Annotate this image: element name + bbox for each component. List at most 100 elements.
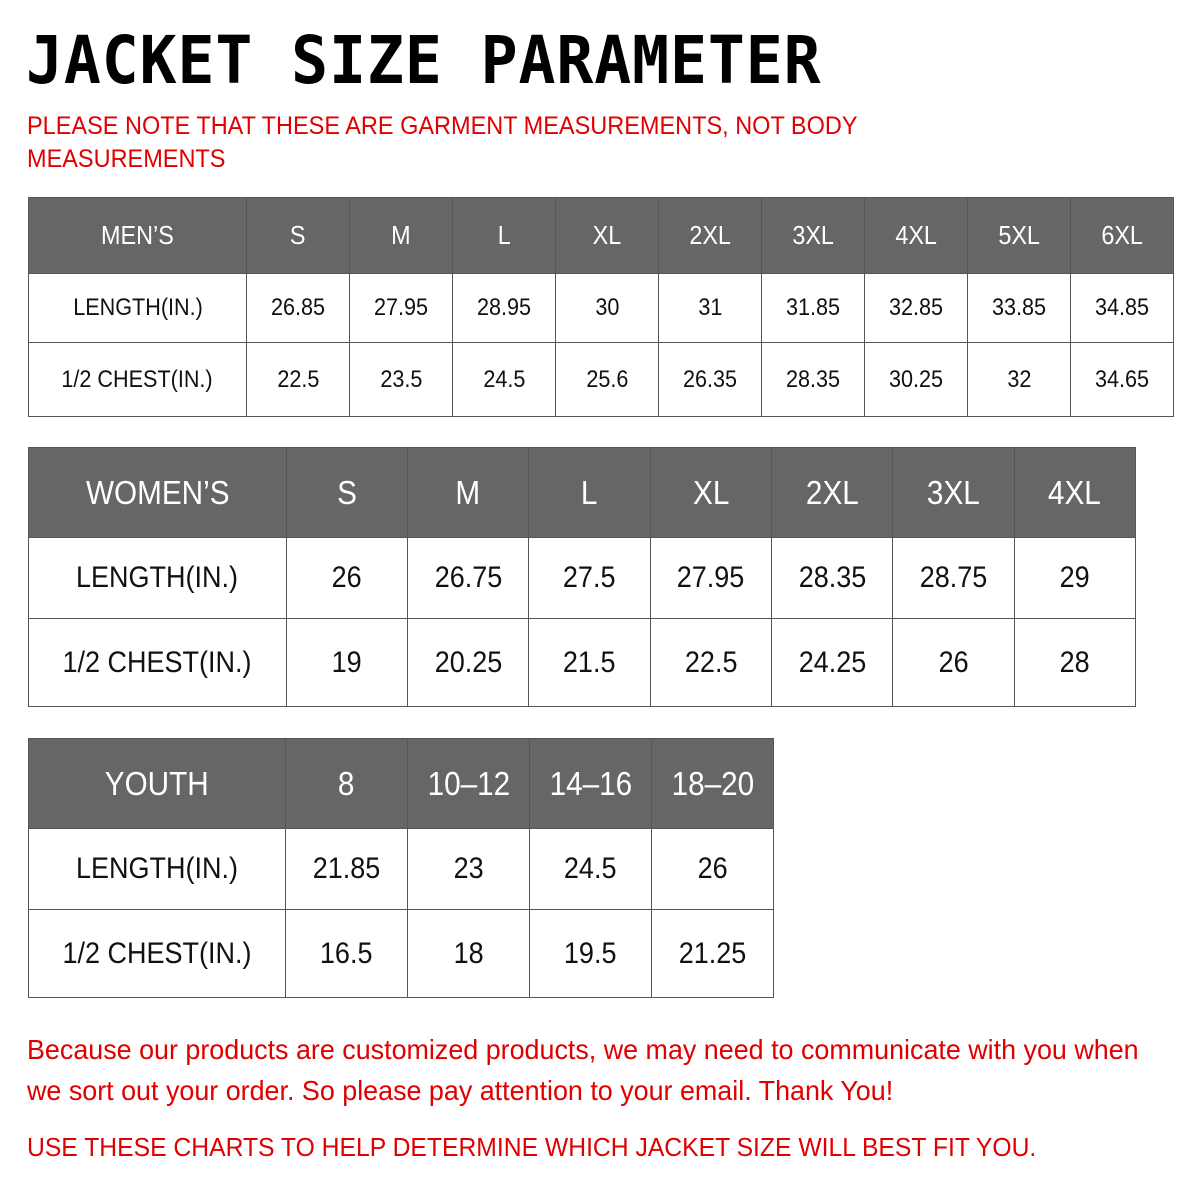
measurement-cell: 34.65	[1070, 342, 1174, 417]
cell-text: XL	[692, 473, 729, 511]
cell-text: 1/2 CHEST(IN.)	[62, 936, 252, 970]
cell-text: 32.85	[888, 294, 944, 321]
size-header: 2XL	[770, 447, 894, 538]
cell-text: 19	[331, 645, 362, 679]
cell-text: 34.85	[1094, 294, 1150, 321]
cell-text: 31.85	[785, 294, 841, 321]
cell-text: L	[497, 220, 511, 250]
measurement-cell: 31.85	[761, 273, 865, 343]
measurement-cell: 21.85	[285, 828, 408, 910]
measurement-cell: 21.25	[651, 909, 774, 998]
cell-text: 6XL	[1101, 220, 1143, 250]
row-label: LENGTH(IN.)	[28, 537, 287, 619]
measurement-cell: 28.75	[892, 537, 1015, 619]
garment-measurement-notice: PLEASE NOTE THAT THESE ARE GARMENT MEASU…	[27, 112, 858, 173]
measurement-cell: 21.5	[528, 618, 651, 707]
size-header: 14–16	[529, 738, 652, 829]
cell-text: 33.85	[991, 294, 1047, 321]
cell-text: 26	[697, 852, 728, 885]
size-header: L	[528, 447, 651, 538]
mens-size-table: MEN’S S M L XL 2XL 3XL 4XL 5XL 6XL LENGTH(IN.) 26.8…	[28, 197, 1174, 417]
size-header: S	[246, 197, 350, 274]
cell-text: 26.75	[434, 561, 502, 594]
cell-text: 14–16	[549, 764, 632, 802]
size-header: 3XL	[892, 447, 1015, 538]
cell-text: XL	[592, 220, 622, 250]
measurement-cell: 28.95	[452, 273, 556, 343]
measurement-cell: 26.75	[407, 537, 530, 619]
measurement-cell: 28	[1013, 618, 1137, 707]
cell-text: 29	[1059, 561, 1090, 594]
cell-text: 16.5	[320, 936, 373, 970]
table-row: LENGTH(IN.) 26 26.75 27.5 27.95 28.35 28.75 29	[28, 537, 1137, 619]
cell-text: 28.35	[785, 365, 841, 393]
table-header-row: MEN’S S M L XL 2XL 3XL 4XL 5XL 6XL	[28, 197, 1174, 274]
table-header-row: WOMEN’S S M L XL 2XL 3XL 4XL	[28, 447, 1137, 538]
measurement-cell: 26	[285, 537, 409, 619]
youth-size-table: YOUTH 8 10–12 14–16 18–20 LENGTH(IN.) 21.85 23 2…	[28, 738, 774, 998]
measurement-cell: 23.5	[349, 342, 453, 417]
category-header: MEN’S	[28, 197, 247, 274]
cell-text: 26	[331, 561, 362, 594]
cell-text: 5XL	[998, 220, 1040, 250]
cell-text: 4XL	[895, 220, 937, 250]
cell-text: 26.35	[682, 365, 738, 393]
measurement-cell: 26.35	[658, 342, 762, 417]
size-header: L	[452, 197, 556, 274]
table-row: LENGTH(IN.) 21.85 23 24.5 26	[28, 828, 774, 910]
cell-text: 27.95	[677, 561, 745, 594]
measurement-cell: 16.5	[285, 909, 408, 998]
table-header-row: YOUTH 8 10–12 14–16 18–20	[28, 738, 774, 829]
cell-text: 22.5	[276, 365, 320, 393]
measurement-cell: 32.85	[864, 273, 968, 343]
cell-text: 27.95	[373, 294, 429, 321]
size-header: 10–12	[407, 738, 530, 829]
size-header: M	[349, 197, 453, 274]
cell-text: 20.25	[434, 645, 502, 679]
cell-text: MEN’S	[101, 220, 174, 250]
measurement-cell: 28.35	[761, 342, 865, 417]
cell-text: 1/2 CHEST(IN.)	[61, 365, 214, 393]
cell-text: 30.25	[888, 365, 944, 393]
customization-notice: Because our products are customized prod…	[27, 1034, 1139, 1106]
measurement-cell: 32	[967, 342, 1071, 417]
size-header: XL	[649, 447, 773, 538]
measurement-cell: 27.95	[649, 537, 773, 619]
table-row: LENGTH(IN.) 26.85 27.95 28.95 30 31 31.85 32.85…	[28, 273, 1174, 343]
cell-text: 28.35	[798, 561, 866, 594]
cell-text: 34.65	[1094, 365, 1150, 393]
row-label: 1/2 CHEST(IN.)	[28, 342, 247, 417]
cell-text: L	[581, 473, 598, 511]
cell-text: LENGTH(IN.)	[76, 852, 238, 885]
table-row: 1/2 CHEST(IN.) 16.5 18 19.5 21.25	[28, 909, 774, 998]
cell-text: 30	[594, 294, 620, 321]
measurement-cell: 24.5	[452, 342, 556, 417]
measurement-cell: 27.95	[349, 273, 453, 343]
measurement-cell: 19	[285, 618, 409, 707]
cell-text: 25.6	[585, 365, 629, 393]
cell-text: 18–20	[671, 764, 754, 802]
measurement-cell: 22.5	[246, 342, 350, 417]
measurement-cell: 33.85	[967, 273, 1071, 343]
size-header: 2XL	[658, 197, 762, 274]
cell-text: 28.95	[476, 294, 532, 321]
cell-text: 8	[338, 764, 355, 802]
cell-text: 3XL	[792, 220, 834, 250]
cell-text: 23	[453, 852, 484, 885]
cell-text: 21.85	[312, 852, 381, 885]
measurement-cell: 20.25	[407, 618, 530, 707]
measurement-cell: 29	[1013, 537, 1137, 619]
category-header: YOUTH	[28, 738, 286, 829]
cell-text: 28.75	[919, 561, 988, 594]
cell-text: 26.85	[270, 294, 326, 321]
size-chart-footer: USE THESE CHARTS TO HELP DETERMINE WHICH…	[27, 1132, 1037, 1162]
cell-text: 28	[1059, 645, 1090, 679]
size-header: S	[285, 447, 409, 538]
measurement-cell: 18	[407, 909, 530, 998]
cell-text: LENGTH(IN.)	[76, 561, 239, 594]
cell-text: 2XL	[689, 220, 731, 250]
size-header: 18–20	[651, 738, 774, 829]
cell-text: S	[336, 473, 357, 511]
cell-text: WOMEN’S	[85, 473, 230, 511]
size-header: 4XL	[864, 197, 968, 274]
